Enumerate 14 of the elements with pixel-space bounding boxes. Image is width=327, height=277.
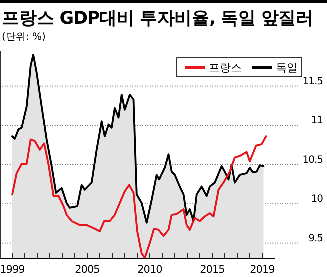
y-tick-label: 9.5 <box>308 233 324 244</box>
x-tick-label: 1999 <box>0 264 25 276</box>
x-tick-label: 2010 <box>138 264 162 276</box>
y-tick-label: 10 <box>311 194 324 206</box>
legend-label: 독일 <box>276 62 298 74</box>
x-tick-label: 2019 <box>250 264 275 276</box>
x-tick-label: 2015 <box>200 264 225 276</box>
legend-label: 프랑스 <box>209 62 242 74</box>
title: 프랑스 GDP대비 투자비율, 독일 앞질러 <box>2 9 314 29</box>
y-tick-label: 11.5 <box>302 76 324 88</box>
x-tick-label: 2005 <box>75 264 100 276</box>
y-tick-label: 11 <box>311 116 324 127</box>
y-tick-label: 10.5 <box>302 154 324 166</box>
subtitle: (단위: %) <box>2 32 46 43</box>
